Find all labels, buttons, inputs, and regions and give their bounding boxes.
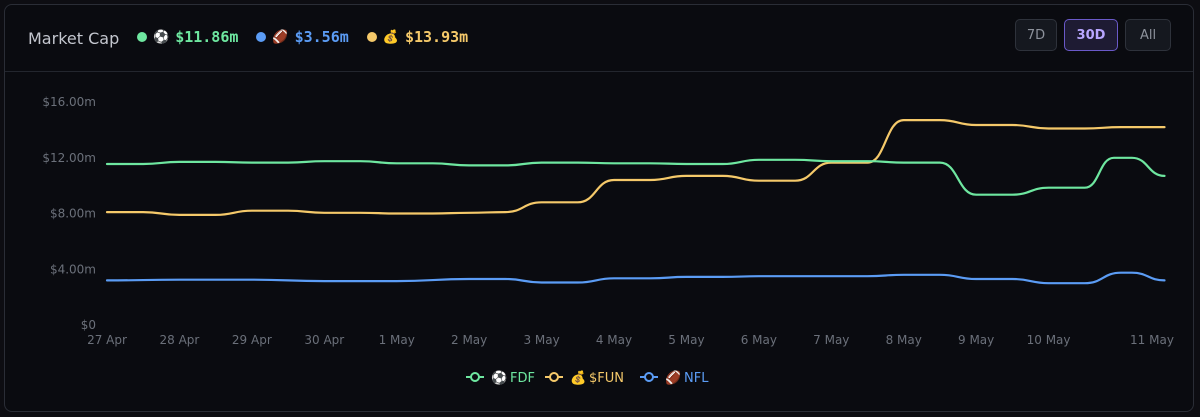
legend-label-fun: $FUN (589, 371, 624, 386)
nfl-market-cap-value: $3.56m (294, 28, 349, 46)
football-icon: 🏈 (272, 29, 289, 45)
x-tick-label: 30 Apr (304, 333, 344, 347)
x-tick-label: 28 Apr (160, 333, 200, 347)
legend-marker-nfl (644, 372, 654, 382)
range-30d-button[interactable]: 30D (1064, 19, 1118, 51)
y-tick-label: $0 (81, 318, 96, 332)
series-line-fdf (105, 156, 1166, 196)
card-header: Market Cap ⚽ $11.86m 🏈 $3.56m 💰 $13.93m … (5, 5, 1193, 72)
fdf-market-cap-value: $11.86m (175, 28, 239, 46)
market-cap-stats: ⚽ $11.86m 🏈 $3.56m 💰 $13.93m (137, 28, 468, 46)
legend-label-fdf: FDF (510, 371, 535, 386)
x-tick-label: 7 May (813, 333, 849, 347)
x-tick-label: 4 May (596, 333, 632, 347)
series-line-nfl (105, 271, 1166, 285)
legend-marker-fun (549, 372, 559, 382)
stat-fdf: ⚽ $11.86m (137, 28, 238, 46)
x-tick-label: 3 May (523, 333, 559, 347)
fdf-color-dot (137, 32, 147, 42)
market-cap-card: Market Cap ⚽ $11.86m 🏈 $3.56m 💰 $13.93m … (4, 4, 1194, 412)
range-selector: 7D 30D All (1015, 19, 1171, 51)
range-all-button[interactable]: All (1125, 19, 1171, 51)
stat-fun: 💰 $13.93m (366, 28, 469, 46)
legend-emoji-nfl: 🏈 (665, 370, 681, 386)
money-bag-icon: 💰 (382, 29, 399, 45)
y-tick-label: $12.00m (42, 151, 96, 165)
soccer-ball-icon: ⚽ (153, 29, 170, 45)
range-7d-button[interactable]: 7D (1015, 19, 1057, 51)
y-tick-label: $8.00m (50, 207, 96, 221)
x-tick-label: 6 May (741, 333, 777, 347)
x-tick-label: 2 May (451, 333, 487, 347)
nfl-color-dot (256, 32, 267, 42)
y-tick-label: $16.00m (42, 95, 96, 109)
fun-market-cap-value: $13.93m (404, 28, 469, 46)
legend-marker-fdf (470, 372, 480, 382)
x-tick-label: 10 May (1027, 333, 1071, 347)
stat-nfl: 🏈 $3.56m (256, 28, 349, 46)
x-tick-label: 8 May (886, 333, 922, 347)
fun-color-dot (366, 32, 377, 42)
card-title: Market Cap (28, 29, 120, 48)
x-tick-label: 29 Apr (232, 333, 272, 347)
series-line-fun (105, 119, 1166, 217)
x-tick-label: 9 May (958, 333, 994, 347)
y-tick-label: $4.00m (50, 262, 96, 276)
legend-emoji-fun: 💰 (570, 370, 586, 386)
x-tick-label: 11 May (1130, 333, 1174, 347)
legend-emoji-fdf: ⚽ (490, 370, 507, 386)
x-tick-label: 27 Apr (87, 333, 127, 347)
x-tick-label: 5 May (668, 333, 704, 347)
legend-label-nfl: NFL (684, 371, 709, 386)
x-tick-label: 1 May (379, 333, 415, 347)
